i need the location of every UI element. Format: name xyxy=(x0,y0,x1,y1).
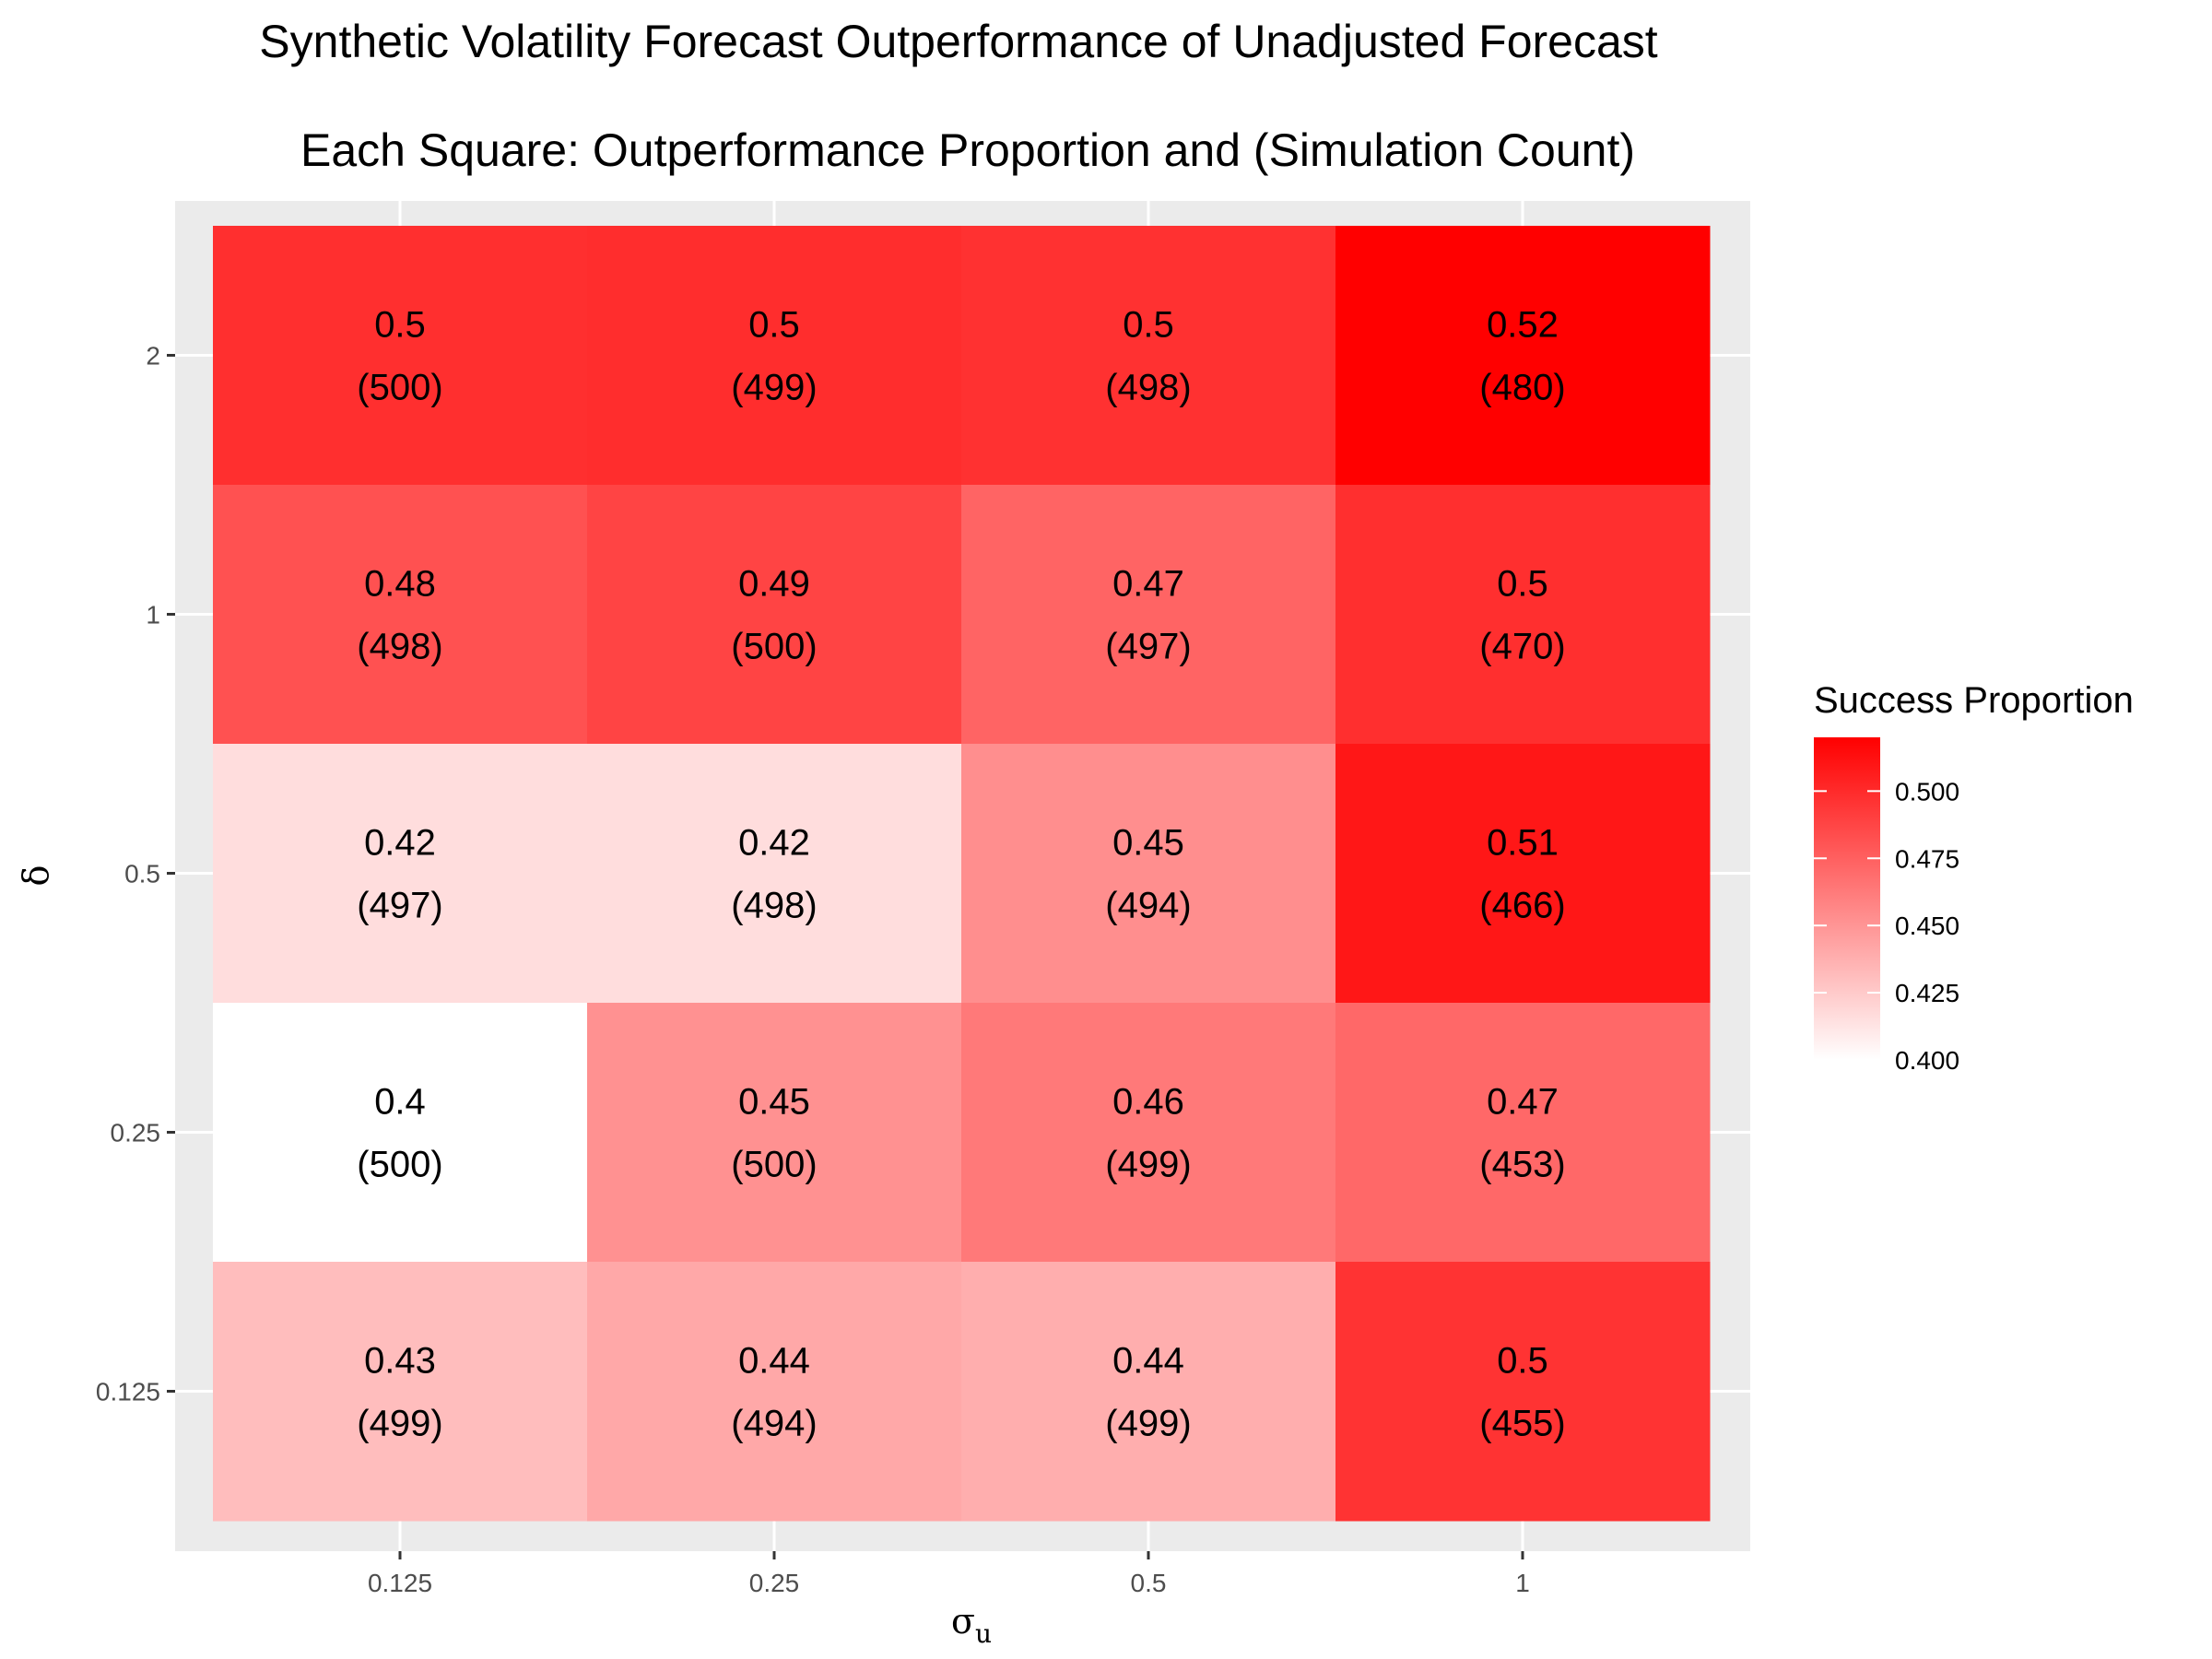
cell-count-label: (497) xyxy=(1105,627,1191,667)
heatmap-cell xyxy=(587,226,962,486)
heatmap-cell xyxy=(213,226,588,486)
legend-colorbar xyxy=(1814,737,1880,1060)
y-axis-title: δ xyxy=(16,865,56,887)
cell-count-label: (480) xyxy=(1479,368,1565,408)
heatmap-cell xyxy=(587,485,962,745)
legend-tick-label: 0.500 xyxy=(1895,777,1959,806)
heatmap-cell xyxy=(213,485,588,745)
cell-proportion-label: 0.42 xyxy=(738,823,810,864)
heatmap-cell xyxy=(587,744,962,1004)
cell-count-label: (453) xyxy=(1479,1145,1565,1185)
heatmap-cell xyxy=(961,744,1336,1004)
cell-count-label: (470) xyxy=(1479,627,1565,667)
y-tick-label: 2 xyxy=(146,342,160,371)
cell-proportion-label: 0.44 xyxy=(1112,1341,1184,1382)
legend-tick-label: 0.450 xyxy=(1895,912,1959,940)
chart-title: Synthetic Volatility Forecast Outperform… xyxy=(259,16,1657,67)
y-tick-label: 0.125 xyxy=(96,1378,160,1406)
chart-subtitle: Each Square: Outperformance Proportion a… xyxy=(300,124,1635,176)
cell-labels: 0.5 (500) 0.5 (499) 0.5 (498) 0.52 (480) 0.48 (49… xyxy=(357,305,1565,1444)
heatmap-cell xyxy=(1335,1262,1711,1522)
cell-proportion-label: 0.45 xyxy=(738,1082,810,1123)
cell-count-label: (500) xyxy=(357,368,442,408)
cell-proportion-label: 0.4 xyxy=(374,1082,426,1123)
cell-proportion-label: 0.47 xyxy=(1487,1082,1559,1123)
heatmap-cell xyxy=(961,1262,1336,1522)
cell-count-label: (497) xyxy=(357,886,442,926)
cell-count-label: (500) xyxy=(731,627,817,667)
x-tick-label: 0.25 xyxy=(749,1569,800,1597)
heatmap-cell xyxy=(961,1003,1336,1263)
cell-count-label: (494) xyxy=(731,1404,817,1444)
cell-count-label: (466) xyxy=(1479,886,1565,926)
heatmap-cell xyxy=(1335,744,1711,1004)
cell-proportion-label: 0.5 xyxy=(1497,1341,1548,1382)
heatmap-cell xyxy=(961,226,1336,486)
cell-proportion-label: 0.52 xyxy=(1487,305,1559,346)
legend-tick-label: 0.400 xyxy=(1895,1046,1959,1075)
x-axis-title: σu xyxy=(951,1601,992,1649)
heatmap-cell xyxy=(1335,1003,1711,1263)
heatmap-cell xyxy=(1335,226,1711,486)
heatmap-cells xyxy=(213,226,1711,1522)
cell-count-label: (494) xyxy=(1105,886,1191,926)
cell-count-label: (500) xyxy=(731,1145,817,1185)
cell-count-label: (499) xyxy=(1105,1404,1191,1444)
cell-proportion-label: 0.46 xyxy=(1112,1082,1184,1123)
cell-count-label: (499) xyxy=(357,1404,442,1444)
x-tick-label: 0.5 xyxy=(1131,1569,1167,1597)
cell-proportion-label: 0.43 xyxy=(364,1341,436,1382)
axes: 0.125 0.25 0.5 1 0.125 0.25 0.5 1 2 xyxy=(96,342,1530,1598)
heatmap-cell xyxy=(961,485,1336,745)
cell-proportion-label: 0.42 xyxy=(364,823,436,864)
cell-proportion-label: 0.47 xyxy=(1112,564,1184,605)
cell-proportion-label: 0.51 xyxy=(1487,823,1559,864)
cell-proportion-label: 0.5 xyxy=(748,305,800,346)
cell-proportion-label: 0.5 xyxy=(374,305,426,346)
x-tick-label: 0.125 xyxy=(368,1569,432,1597)
cell-count-label: (499) xyxy=(1105,1145,1191,1185)
heatmap-cell xyxy=(213,744,588,1004)
cell-count-label: (498) xyxy=(1105,368,1191,408)
heatmap-cell xyxy=(1335,485,1711,745)
legend-tick-label: 0.475 xyxy=(1895,844,1959,873)
legend-title: Success Proportion xyxy=(1814,680,2134,721)
cell-proportion-label: 0.5 xyxy=(1123,305,1174,346)
cell-proportion-label: 0.44 xyxy=(738,1341,810,1382)
heatmap-cell xyxy=(213,1003,588,1263)
cell-count-label: (498) xyxy=(357,627,442,667)
heatmap-cell xyxy=(213,1262,588,1522)
y-tick-label: 0.25 xyxy=(111,1119,161,1147)
cell-count-label: (498) xyxy=(731,886,817,926)
cell-proportion-label: 0.49 xyxy=(738,564,810,605)
y-tick-label: 1 xyxy=(146,601,160,629)
color-legend: Success Proportion 0.400 0.425 0.450 0.475 0… xyxy=(1814,680,2134,1075)
cell-count-label: (455) xyxy=(1479,1404,1565,1444)
heatmap-cell xyxy=(587,1003,962,1263)
cell-proportion-label: 0.48 xyxy=(364,564,436,605)
y-tick-label: 0.5 xyxy=(124,860,160,888)
x-tick-label: 1 xyxy=(1515,1569,1530,1597)
heatmap-cell xyxy=(587,1262,962,1522)
cell-proportion-label: 0.45 xyxy=(1112,823,1184,864)
cell-proportion-label: 0.5 xyxy=(1497,564,1548,605)
cell-count-label: (499) xyxy=(731,368,817,408)
cell-count-label: (500) xyxy=(357,1145,442,1185)
legend-tick-label: 0.425 xyxy=(1895,979,1959,1007)
